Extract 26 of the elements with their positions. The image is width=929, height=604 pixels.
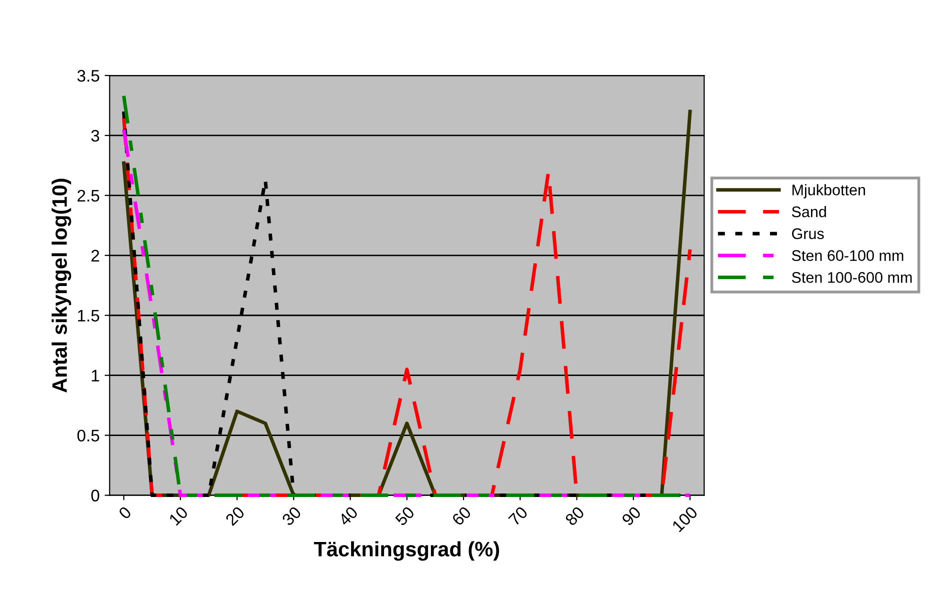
x-tick-label: 80: [564, 506, 585, 526]
x-tick-label: 30: [281, 506, 302, 526]
x-tick-label: 70: [508, 506, 528, 526]
legend-label: Mjukbotten: [792, 184, 866, 198]
x-tick-label: 60: [451, 506, 472, 526]
y-tick-label: 2: [91, 250, 100, 262]
x-tick-label: 40: [338, 506, 358, 526]
x-tick-label: 20: [224, 506, 246, 526]
x-tick-label: 50: [394, 506, 416, 526]
legend-label: Sten 100-600 mm: [792, 272, 912, 283]
y-tick-label: 0: [91, 490, 100, 502]
x-tick-label: 0: [118, 506, 132, 520]
y-tick-label: 0.5: [77, 430, 100, 442]
x-tick-label: 100: [672, 506, 698, 532]
y-tick-label: 2.5: [78, 190, 100, 202]
y-axis-title: Antal sikyngel log(10): [52, 178, 72, 393]
x-axis-title: Täckningsgrad (%): [314, 541, 500, 561]
legend-label: Sand: [792, 206, 826, 218]
y-tick-label: 3.5: [77, 70, 100, 82]
legend-label: Grus: [792, 228, 824, 240]
legend-label: Sten 60-100 mm: [792, 250, 904, 261]
y-tick-label: 3: [91, 130, 100, 142]
x-tick-label: 90: [621, 506, 642, 526]
y-tick-label: 1.5: [78, 310, 100, 322]
x-tick-label: 10: [168, 506, 189, 526]
y-tick-label: 1: [92, 370, 100, 382]
